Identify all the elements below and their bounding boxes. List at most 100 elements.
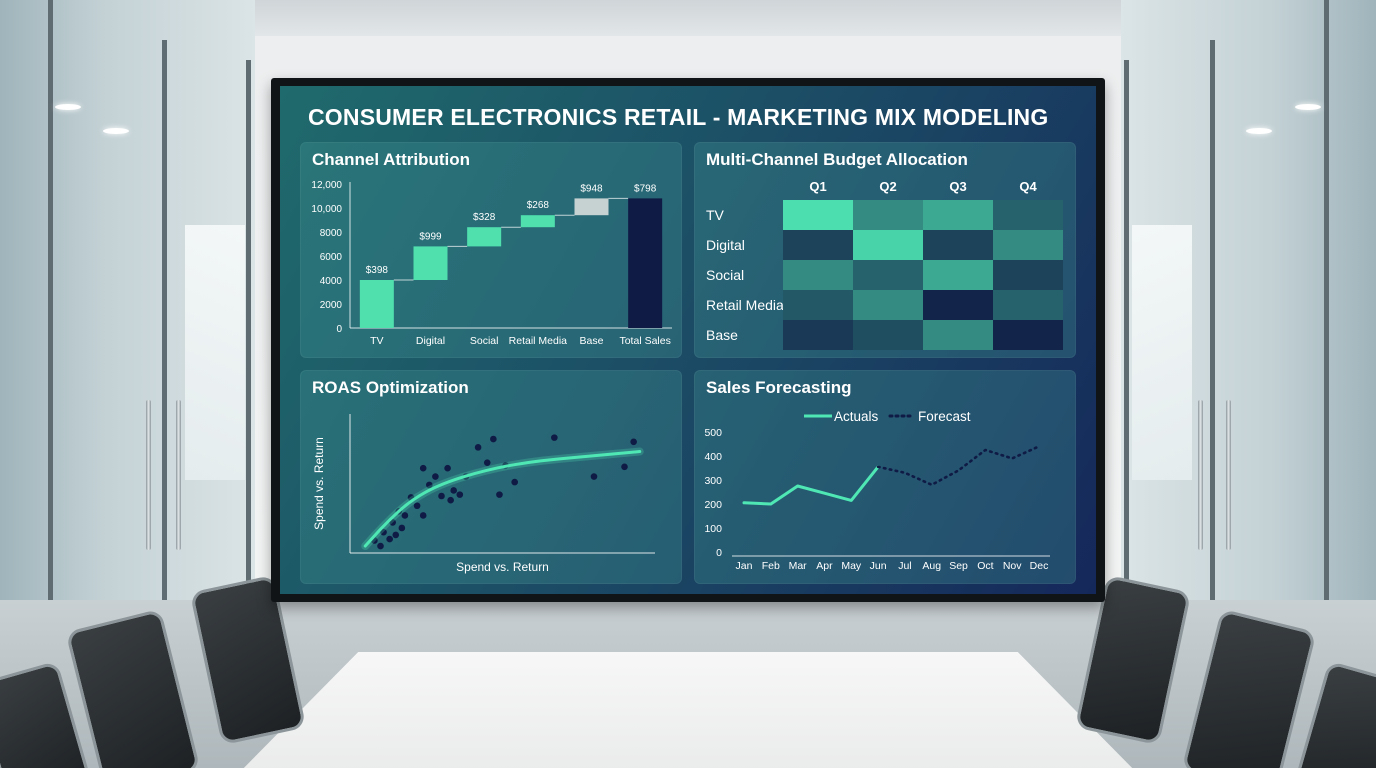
scatter-point [450, 487, 457, 494]
heatmap-cell [853, 260, 923, 290]
y-tick-label: 0 [716, 547, 722, 559]
scatter-point [392, 531, 400, 539]
sales-forecasting-panel: Sales Forecasting 0 100 200 300 400 500 Jan Feb… [694, 370, 1076, 584]
left-mullion-3 [246, 60, 251, 620]
scatter-point [490, 435, 497, 443]
bar-tv [359, 280, 394, 328]
scatter-point [444, 464, 451, 472]
right-door-handle-2 [1226, 400, 1231, 550]
budget-allocation-title: Multi-Channel Budget Allocation [706, 150, 968, 169]
y-tick-label: 0 [336, 324, 342, 335]
y-tick-label: 6000 [320, 252, 343, 263]
ceiling-light [1246, 128, 1272, 134]
heatmap-cell [993, 230, 1063, 260]
x-tick-label: Mar [789, 560, 808, 572]
heatmap-cell [993, 320, 1063, 350]
row-label-tv: TV [706, 207, 725, 223]
x-tick-label: Jan [736, 560, 753, 572]
heatmap-cell [993, 200, 1063, 230]
sales-forecast-chart: 0 100 200 300 400 500 Jan Feb Mar Apr May Jun Jul Aug… [704, 409, 1050, 572]
heatmap-cell [923, 290, 993, 320]
right-mullion-3 [1324, 0, 1329, 700]
column-header-q4: Q4 [1019, 179, 1037, 194]
y-axis-label: Spend vs. Return [312, 437, 326, 530]
x-tick-label: Oct [977, 560, 993, 572]
dashboard-title: CONSUMER ELECTRONICS RETAIL - MARKETING … [308, 104, 1049, 130]
y-tick-label: 2000 [320, 300, 343, 311]
x-tick-label: Apr [816, 560, 833, 572]
left-mullion-2 [162, 40, 167, 680]
heatmap-cell [853, 200, 923, 230]
scatter-point [438, 492, 445, 500]
scatter-point [496, 491, 503, 498]
scatter-point [377, 542, 384, 550]
heatmap-cell [783, 260, 853, 290]
row-label-base: Base [706, 327, 738, 343]
scatter-point [419, 464, 427, 472]
heatmap-cell [853, 290, 923, 320]
scatter-point [398, 524, 406, 532]
scatter-point [432, 473, 439, 480]
channel-attribution-title: Channel Attribution [312, 150, 471, 169]
bar-total-sales [628, 198, 663, 328]
trend-line [363, 450, 642, 548]
heatmap-cell [923, 230, 993, 260]
scatter-point [590, 473, 598, 480]
y-tick-label: 100 [704, 523, 722, 535]
heatmap-cell [853, 320, 923, 350]
ceiling-light [103, 128, 129, 134]
heatmap-cell [783, 230, 853, 260]
legend-forecast-label: Forecast [918, 409, 971, 424]
bar-social [467, 227, 502, 247]
right-mullion-1 [1124, 60, 1129, 620]
budget-allocation-panel: Multi-Channel Budget Allocation Q1 Q2 Q3 Q4… [694, 142, 1076, 358]
scatter-point [456, 491, 464, 498]
left-door-handle [146, 400, 151, 550]
x-tick-label: Sep [949, 560, 968, 572]
heatmap-cell [853, 230, 923, 260]
scatter-point [426, 481, 433, 489]
row-label-digital: Digital [706, 237, 745, 253]
y-tick-label: 300 [704, 475, 722, 487]
y-tick-label: 500 [704, 427, 722, 439]
scatter-point [401, 512, 409, 519]
roas-scatter-chart: Spend vs. Return Spend vs. Return [312, 414, 655, 574]
left-window [185, 225, 245, 480]
data-label: $999 [419, 231, 442, 242]
left-mullion-1 [48, 0, 53, 700]
x-tick-label: Feb [762, 560, 780, 572]
actuals-line [742, 465, 880, 506]
sales-forecasting-title: Sales Forecasting [706, 378, 852, 397]
heatmap-cell [923, 260, 993, 290]
heatmap-cell [783, 200, 853, 230]
scatter-point [447, 496, 454, 504]
dashboard-screen: CONSUMER ELECTRONICS RETAIL - MARKETING … [280, 86, 1096, 594]
y-tick-label: 4000 [320, 276, 343, 287]
scatter-point [621, 463, 628, 471]
scatter-point [386, 535, 393, 543]
heatmap-cell [783, 320, 853, 350]
heatmap-cell [993, 290, 1063, 320]
scatter-point [511, 478, 518, 486]
heatmap-cell [923, 200, 993, 230]
x-tick-label: Social [470, 335, 499, 347]
x-tick-label: Base [580, 335, 604, 347]
x-tick-label: Retail Media [509, 335, 568, 347]
row-label-retail-media: Retail Media [706, 297, 784, 313]
right-mullion-2 [1210, 40, 1215, 680]
x-tick-label: Nov [1003, 560, 1022, 572]
column-header-q3: Q3 [949, 179, 966, 194]
y-tick-label: 12,000 [311, 180, 342, 191]
x-tick-label: Jun [870, 560, 887, 572]
data-label: $268 [527, 200, 550, 211]
x-tick-label: Dec [1030, 560, 1049, 572]
scatter-point [630, 438, 637, 446]
scatter-point [474, 444, 482, 451]
y-tick-label: 10,000 [311, 204, 342, 215]
x-tick-label: TV [370, 335, 383, 347]
x-tick-label: Digital [416, 335, 445, 347]
left-door-handle-2 [176, 400, 181, 550]
x-tick-label: Total Sales [619, 335, 670, 347]
scatter-point [380, 528, 387, 536]
scatter-point [413, 502, 421, 510]
